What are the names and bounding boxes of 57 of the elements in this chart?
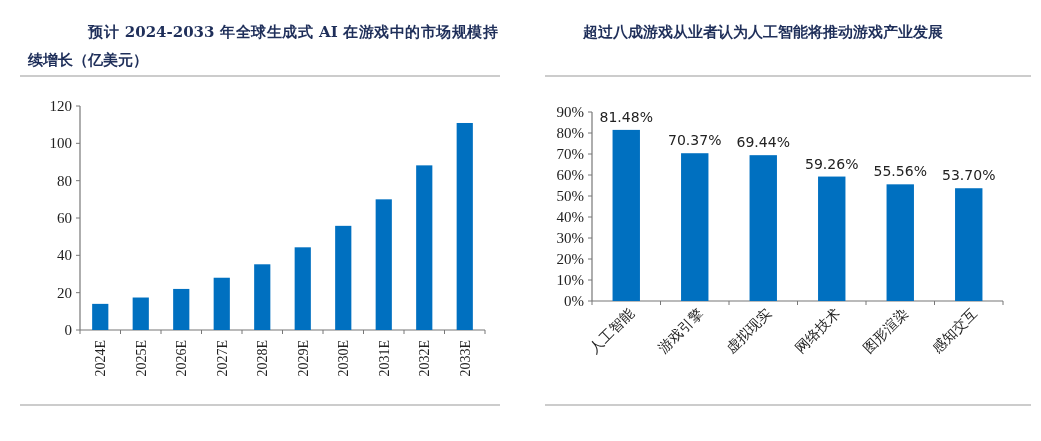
x-tick-label: 2031E — [376, 340, 392, 377]
x-tick-label: 人工智能 — [586, 304, 638, 356]
x-tick-label: 游戏引擎 — [654, 304, 706, 356]
bar — [886, 184, 914, 301]
data-label: 59.26% — [805, 155, 859, 172]
data-label: 53.70% — [942, 167, 996, 184]
y-tick-label: 60 — [57, 210, 72, 226]
y-tick-label: 40 — [57, 247, 72, 264]
y-tick-label: 80% — [556, 125, 584, 141]
x-tick-label: 虚拟现实 — [723, 304, 775, 356]
bar — [173, 288, 190, 330]
y-tick-label: 120 — [49, 98, 72, 114]
chart-title: 预计 2024-2033 年全球生成式 AI 在游戏中的市场规模持续增长（亿美元） — [28, 22, 498, 71]
y-tick-label: 10% — [556, 272, 584, 288]
bar — [456, 122, 473, 330]
y-tick-label: 30% — [556, 230, 584, 246]
bar — [335, 225, 352, 330]
y-tick-label: 40% — [556, 209, 584, 225]
x-tick-label: 2032E — [417, 340, 433, 377]
bar — [749, 155, 777, 301]
bar — [375, 199, 392, 330]
x-tick-label: 网络技术 — [791, 304, 843, 356]
data-label: 70.37% — [668, 132, 722, 149]
bar — [818, 176, 846, 301]
y-tick-label: 80 — [57, 172, 72, 189]
bar — [92, 303, 109, 330]
y-tick-label: 90% — [556, 104, 584, 120]
x-tick-label: 2027E — [214, 340, 230, 377]
x-tick-label: 感知交互 — [928, 304, 980, 356]
y-tick-label: 100 — [49, 135, 72, 152]
y-tick-label: 70% — [556, 146, 584, 162]
bar — [416, 165, 433, 330]
data-label: 69.44% — [736, 134, 790, 151]
bar — [681, 153, 709, 301]
data-label: 55.56% — [873, 163, 927, 180]
y-tick-label: 20% — [556, 251, 584, 267]
x-tick-label: 图形渲染 — [860, 304, 912, 356]
bar — [612, 129, 640, 301]
bar — [132, 297, 149, 330]
bar — [213, 277, 230, 330]
y-tick-label: 20 — [57, 284, 72, 301]
x-tick-label: 2029E — [295, 340, 311, 377]
y-tick-label: 50% — [556, 188, 584, 204]
y-tick-label: 0% — [564, 293, 584, 309]
bar — [294, 247, 311, 330]
x-tick-label: 2033E — [457, 340, 473, 377]
x-tick-label: 2024E — [93, 340, 109, 377]
bar — [254, 264, 271, 330]
y-tick-label: 60% — [556, 167, 584, 183]
data-label: 81.48% — [599, 108, 653, 125]
y-tick-label: 0 — [64, 322, 72, 338]
x-tick-label: 2030E — [336, 340, 352, 377]
x-tick-label: 2028E — [255, 340, 271, 377]
chart-title: 超过八成游戏从业者认为人工智能将推动游戏产业发展 — [582, 22, 944, 43]
bar — [955, 188, 983, 301]
x-tick-label: 2026E — [174, 340, 190, 377]
x-tick-label: 2025E — [133, 340, 149, 377]
